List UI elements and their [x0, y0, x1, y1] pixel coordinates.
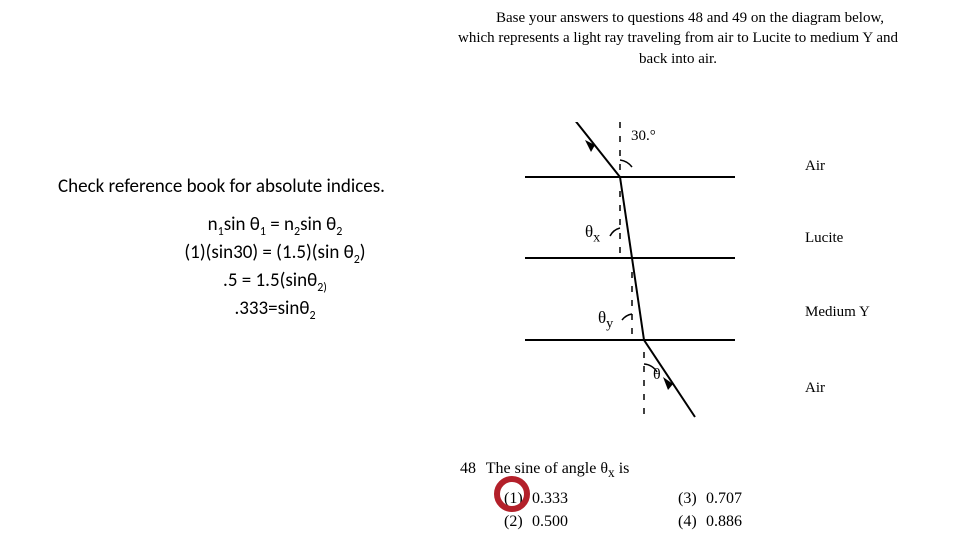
- option-4[interactable]: (4)0.886: [678, 510, 742, 533]
- question-48: 48 The sine of angle θx is (1)0.333 (2)0…: [460, 460, 940, 534]
- instructions-content: Base your answers to questions 48 and 49…: [458, 10, 898, 67]
- angle-incidence-label: 30.°: [631, 128, 656, 145]
- medium-air-top-label: Air: [805, 158, 825, 175]
- instructions-text: Base your answers to questions 48 and 49…: [458, 8, 898, 69]
- refraction-diagram: 30.° θx θy θ Air Lucite Medium Y Air: [525, 122, 905, 422]
- option-2[interactable]: (2)0.500: [504, 510, 568, 533]
- option-3[interactable]: (3)0.707: [678, 487, 742, 510]
- medium-air-bottom-label: Air: [805, 380, 825, 397]
- work-line-1: n1sin θ1 = n2sin θ2: [105, 212, 445, 240]
- work-line-4: .333=sinθ2: [105, 296, 445, 324]
- answer-col-left: (1)0.333 (2)0.500: [504, 487, 568, 533]
- answer-grid: (1)0.333 (2)0.500 (3)0.707 (4)0.886: [504, 487, 940, 533]
- stem-sub: x: [608, 465, 615, 480]
- work-line-2: (1)(sin30) = (1.5)(sin θ2): [105, 240, 445, 268]
- angle-exit-label: θ: [653, 366, 661, 384]
- question-number: 48: [460, 460, 482, 478]
- medium-lucite-label: Lucite: [805, 230, 843, 247]
- angle-x-label: θx: [585, 222, 600, 246]
- answer-col-right: (3)0.707 (4)0.886: [678, 487, 742, 533]
- worked-solution: n1sin θ1 = n2sin θ2 (1)(sin30) = (1.5)(s…: [105, 212, 445, 324]
- option-1[interactable]: (1)0.333: [504, 487, 568, 510]
- stem-pre: The sine of angle θ: [486, 460, 608, 477]
- diagram-svg: [525, 122, 905, 422]
- medium-y-label: Medium Y: [805, 304, 870, 321]
- hint-text: Check reference book for absolute indice…: [58, 175, 385, 198]
- question-stem: 48 The sine of angle θx is: [460, 460, 940, 481]
- angle-y-label: θy: [598, 308, 613, 332]
- work-line-3: .5 = 1.5(sinθ2): [105, 268, 445, 296]
- stem-post: is: [615, 460, 630, 477]
